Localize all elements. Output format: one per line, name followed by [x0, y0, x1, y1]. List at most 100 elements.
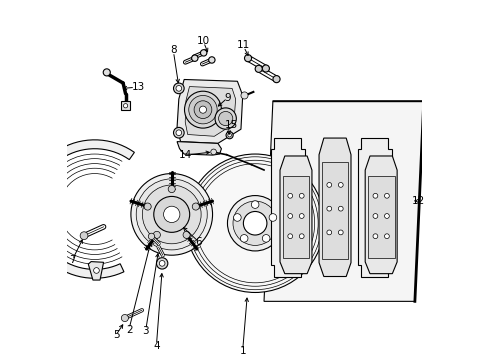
- Circle shape: [299, 213, 304, 219]
- Circle shape: [384, 213, 388, 219]
- Polygon shape: [321, 162, 348, 258]
- Circle shape: [262, 65, 269, 72]
- Circle shape: [384, 234, 388, 239]
- Circle shape: [372, 193, 377, 198]
- Circle shape: [367, 200, 382, 215]
- Text: 4: 4: [153, 342, 160, 351]
- Circle shape: [168, 185, 175, 193]
- Circle shape: [121, 315, 128, 321]
- Circle shape: [176, 86, 182, 91]
- Circle shape: [338, 206, 343, 211]
- Circle shape: [372, 234, 377, 239]
- Text: 15: 15: [224, 120, 238, 130]
- Circle shape: [272, 76, 280, 83]
- Circle shape: [240, 235, 247, 242]
- Circle shape: [227, 134, 231, 137]
- Circle shape: [103, 69, 110, 76]
- Polygon shape: [357, 138, 391, 276]
- Circle shape: [262, 235, 269, 242]
- Circle shape: [131, 174, 212, 255]
- Circle shape: [142, 185, 201, 244]
- Polygon shape: [282, 176, 309, 258]
- Circle shape: [159, 261, 164, 266]
- Circle shape: [225, 132, 233, 139]
- Polygon shape: [367, 176, 394, 258]
- Circle shape: [123, 104, 127, 108]
- Circle shape: [188, 95, 217, 124]
- Circle shape: [173, 127, 184, 138]
- Polygon shape: [318, 138, 350, 276]
- Circle shape: [200, 50, 206, 56]
- Text: 5: 5: [113, 330, 119, 340]
- Text: 11: 11: [237, 40, 250, 50]
- Circle shape: [184, 91, 221, 128]
- Circle shape: [199, 106, 206, 113]
- Circle shape: [183, 231, 190, 238]
- Circle shape: [93, 267, 99, 273]
- Circle shape: [194, 101, 211, 118]
- Text: 8: 8: [170, 45, 177, 55]
- Polygon shape: [88, 262, 103, 280]
- Circle shape: [280, 200, 295, 215]
- Circle shape: [232, 201, 277, 246]
- Text: 10: 10: [197, 36, 210, 46]
- Circle shape: [218, 112, 232, 126]
- Circle shape: [384, 193, 388, 198]
- Polygon shape: [270, 138, 304, 276]
- Circle shape: [156, 258, 167, 269]
- Circle shape: [163, 206, 180, 222]
- Circle shape: [326, 206, 331, 211]
- Text: 9: 9: [224, 93, 230, 103]
- Circle shape: [208, 57, 215, 63]
- Text: 3: 3: [142, 326, 149, 336]
- Circle shape: [255, 65, 262, 72]
- Circle shape: [192, 203, 199, 210]
- Circle shape: [287, 193, 292, 198]
- Text: 14: 14: [178, 150, 192, 160]
- Text: 13: 13: [131, 82, 144, 92]
- Circle shape: [287, 213, 292, 219]
- Circle shape: [227, 195, 282, 251]
- Circle shape: [185, 154, 324, 292]
- Circle shape: [243, 211, 266, 235]
- Circle shape: [210, 149, 216, 155]
- Polygon shape: [264, 101, 423, 301]
- Circle shape: [173, 83, 184, 94]
- Circle shape: [244, 55, 251, 62]
- Circle shape: [338, 230, 343, 235]
- Polygon shape: [121, 102, 130, 110]
- Polygon shape: [185, 87, 235, 136]
- Circle shape: [299, 234, 304, 239]
- Circle shape: [372, 213, 377, 219]
- Polygon shape: [177, 141, 221, 155]
- Circle shape: [326, 230, 331, 235]
- Text: 7: 7: [69, 255, 76, 265]
- Circle shape: [153, 231, 160, 238]
- Circle shape: [80, 232, 88, 240]
- Circle shape: [136, 179, 207, 250]
- Circle shape: [241, 92, 247, 99]
- Circle shape: [326, 183, 331, 187]
- Circle shape: [233, 214, 241, 221]
- Circle shape: [215, 108, 236, 129]
- Text: 12: 12: [411, 196, 425, 206]
- Text: 6: 6: [195, 237, 202, 247]
- Text: 2: 2: [125, 325, 132, 335]
- Circle shape: [338, 183, 343, 187]
- Circle shape: [153, 197, 189, 232]
- Polygon shape: [280, 156, 311, 274]
- Circle shape: [148, 233, 154, 240]
- Circle shape: [144, 203, 151, 210]
- Circle shape: [299, 193, 304, 198]
- Circle shape: [176, 130, 182, 136]
- Polygon shape: [365, 156, 396, 274]
- Polygon shape: [25, 140, 134, 278]
- Circle shape: [287, 234, 292, 239]
- Circle shape: [268, 214, 276, 221]
- Polygon shape: [177, 80, 242, 143]
- Circle shape: [283, 203, 292, 212]
- Text: 1: 1: [239, 346, 245, 356]
- Circle shape: [370, 203, 379, 212]
- Circle shape: [251, 201, 259, 208]
- Circle shape: [191, 55, 198, 62]
